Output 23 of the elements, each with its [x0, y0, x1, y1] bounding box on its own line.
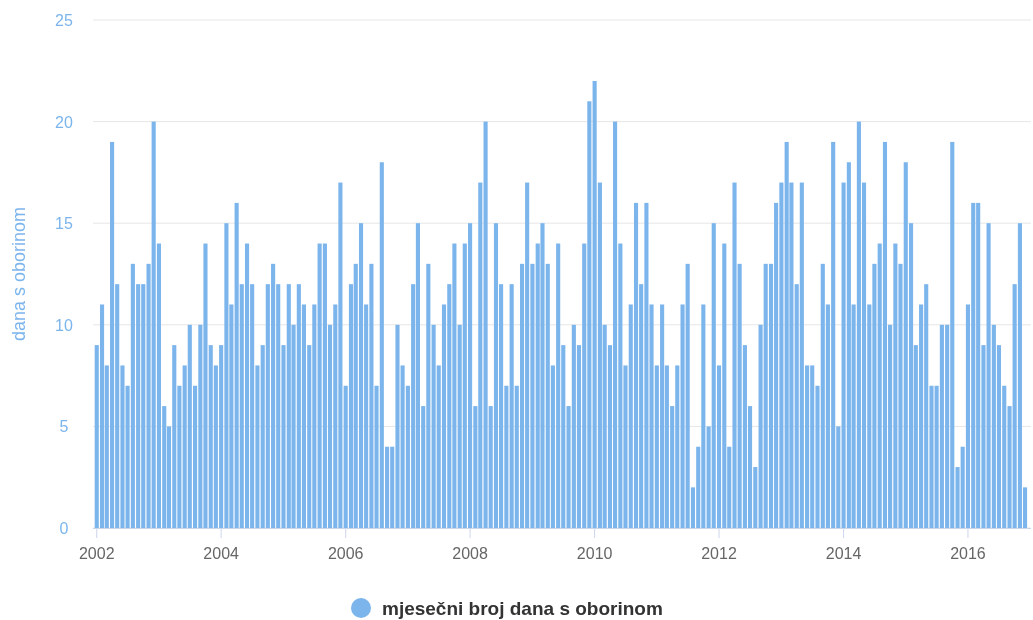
y-tick-label: 25: [55, 12, 73, 29]
bar: [493, 223, 499, 528]
bar: [99, 304, 105, 528]
x-tick-label: 2016: [950, 545, 986, 562]
y-tick-label: 0: [59, 520, 69, 537]
x-tick-label: 2004: [203, 545, 240, 562]
legend-label: mjesečni broj dana s oborinom: [382, 598, 663, 619]
bar: [358, 223, 364, 528]
bar: [784, 141, 789, 528]
y-tick-label: 20: [55, 113, 73, 131]
y-tick-label: 10: [55, 316, 73, 334]
y-axis-title: dana s oborinom: [9, 206, 29, 342]
bar: [244, 243, 250, 528]
bar: [633, 202, 639, 528]
x-tick-label: 2014: [825, 545, 862, 562]
bar: [882, 141, 888, 528]
x-tick-label: 2012: [701, 545, 737, 562]
y-tick-label: 5: [59, 418, 69, 436]
x-tick-label: 2002: [78, 545, 115, 562]
x-tick-label: 2010: [576, 545, 613, 562]
x-tick-label: 2006: [327, 545, 364, 562]
x-tick-label: 2008: [452, 545, 488, 562]
y-tick-label: 15: [55, 215, 73, 233]
